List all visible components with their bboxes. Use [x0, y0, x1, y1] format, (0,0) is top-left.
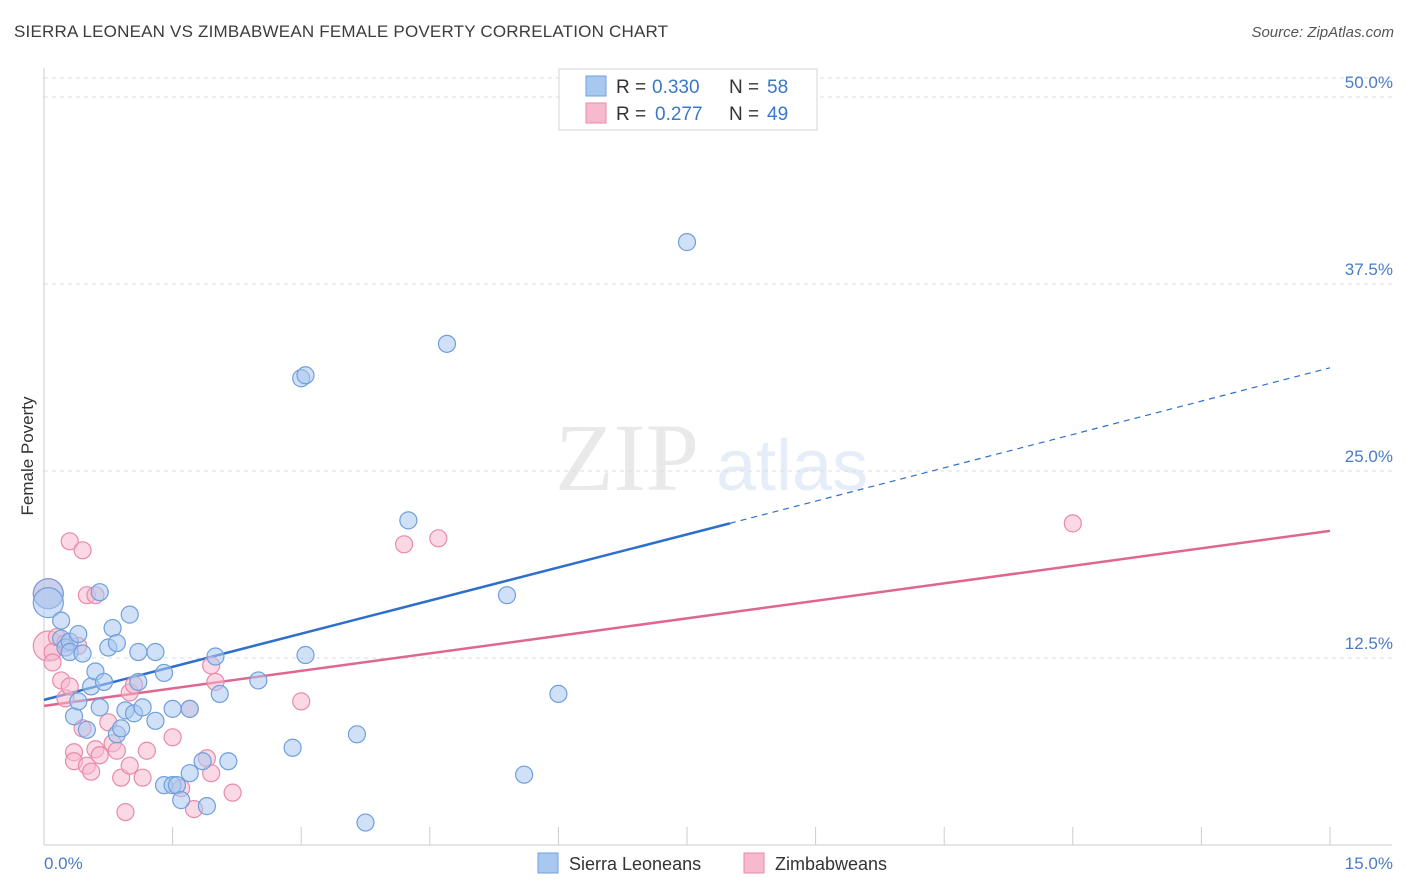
point-sierra-leoneans [77, 720, 96, 739]
point-zimbabweans [1063, 514, 1082, 533]
legend-r-label-pink: R = [616, 104, 646, 125]
bottom-legend-label-pink: Zimbabweans [775, 854, 887, 874]
point-sierra-leoneans [437, 334, 457, 353]
point-sierra-leoneans [146, 642, 165, 662]
axes [43, 68, 1392, 846]
point-zimbabweans [60, 532, 79, 551]
point-sierra-leoneans [399, 511, 418, 530]
watermark-atlas: atlas [716, 426, 868, 506]
point-sierra-leoneans [129, 672, 148, 692]
point-sierra-leoneans [206, 647, 225, 666]
legend-n-value-blue: 58 [767, 77, 788, 98]
point-zimbabweans [133, 768, 152, 787]
point-zimbabweans [60, 677, 79, 696]
legend-n-value-pink: 49 [767, 104, 788, 125]
point-sierra-leoneans [172, 791, 191, 810]
bottom-legend-label-blue: Sierra Leoneans [569, 854, 701, 874]
chart-title: SIERRA LEONEAN VS ZIMBABWEAN FEMALE POVE… [14, 22, 669, 41]
point-zimbabweans [116, 802, 135, 822]
legend: R = 0.330 N = 58 R = 0.277 N = 49 [558, 68, 818, 131]
watermark-zip: ZIP [555, 404, 699, 511]
point-sierra-leoneans [133, 698, 152, 717]
point-zimbabweans [292, 692, 311, 711]
point-sierra-leoneans [180, 764, 199, 783]
y-tick-label: 50.0% [1345, 73, 1393, 92]
legend-n-label-pink: N = [729, 104, 759, 125]
point-sierra-leoneans [103, 618, 122, 638]
point-zimbabweans [73, 541, 92, 560]
point-sierra-leoneans [515, 765, 534, 784]
point-zimbabweans [43, 653, 62, 672]
point-sierra-leoneans [180, 699, 199, 718]
x-tick-max: 15.0% [1345, 854, 1393, 873]
point-sierra-leoneans [73, 644, 92, 663]
y-tick-label: 12.5% [1345, 634, 1393, 653]
point-sierra-leoneans [296, 366, 315, 385]
trend-line-zimbabweans [43, 529, 1331, 708]
y-tick-label: 25.0% [1345, 447, 1393, 466]
bottom-legend-swatch-pink [743, 852, 765, 874]
point-sierra-leoneans [283, 738, 302, 757]
point-sierra-leoneans [296, 645, 315, 665]
bottom-legend-swatch-blue [537, 852, 559, 874]
point-sierra-leoneans [154, 663, 174, 683]
point-sierra-leoneans [90, 583, 109, 602]
point-zimbabweans [137, 741, 156, 760]
trend-line-sierra-leoneans [43, 522, 731, 702]
legend-swatch-blue [585, 75, 607, 97]
y-tick-labels: 12.5% 25.0% 37.5% 50.0% [1345, 73, 1393, 653]
point-zimbabweans [223, 783, 242, 802]
point-sierra-leoneans [249, 671, 268, 690]
point-sierra-leoneans [677, 233, 697, 252]
point-sierra-leoneans [347, 725, 367, 744]
x-tick-min: 0.0% [44, 854, 83, 873]
point-sierra-leoneans [146, 711, 165, 730]
point-sierra-leoneans [129, 642, 148, 662]
legend-n-label-blue: N = [729, 77, 759, 98]
point-sierra-leoneans [107, 633, 126, 653]
legend-r-value-blue: 0.330 [652, 77, 700, 98]
point-zimbabweans [82, 762, 101, 781]
point-sierra-leoneans [120, 605, 139, 624]
point-sierra-leoneans [32, 587, 64, 619]
point-zimbabweans [163, 728, 182, 747]
point-sierra-leoneans [163, 699, 182, 718]
point-sierra-leoneans [497, 586, 517, 605]
point-sierra-leoneans [167, 776, 186, 795]
point-sierra-leoneans [210, 684, 229, 704]
point-zimbabweans [120, 756, 139, 775]
point-sierra-leoneans [356, 813, 375, 832]
point-sierra-leoneans [549, 684, 568, 704]
point-sierra-leoneans [112, 719, 131, 738]
trend-extension-sierra-leoneans [729, 367, 1331, 524]
watermark: ZIP atlas [555, 404, 868, 511]
point-sierra-leoneans [90, 698, 109, 717]
point-zimbabweans [394, 535, 414, 554]
chart-source: Source: ZipAtlas.com [1251, 24, 1394, 41]
point-sierra-leoneans [64, 707, 84, 726]
legend-swatch-pink [585, 102, 607, 124]
data-points [32, 233, 1082, 832]
point-zimbabweans [107, 741, 126, 760]
point-sierra-leoneans [219, 752, 238, 771]
point-sierra-leoneans [197, 797, 216, 816]
point-sierra-leoneans [69, 624, 88, 644]
legend-r-label-blue: R = [616, 77, 646, 98]
legend-r-value-pink: 0.277 [655, 104, 703, 125]
point-zimbabweans [429, 529, 448, 548]
bottom-legend: Sierra Leoneans Zimbabweans [537, 852, 887, 874]
y-axis-label: Female Poverty [18, 396, 37, 516]
y-tick-label: 37.5% [1345, 260, 1393, 279]
point-sierra-leoneans [193, 752, 212, 771]
point-sierra-leoneans [94, 672, 114, 692]
gridlines [44, 77, 1392, 659]
point-zimbabweans [90, 746, 109, 765]
point-sierra-leoneans [69, 692, 88, 711]
point-sierra-leoneans [52, 611, 71, 630]
